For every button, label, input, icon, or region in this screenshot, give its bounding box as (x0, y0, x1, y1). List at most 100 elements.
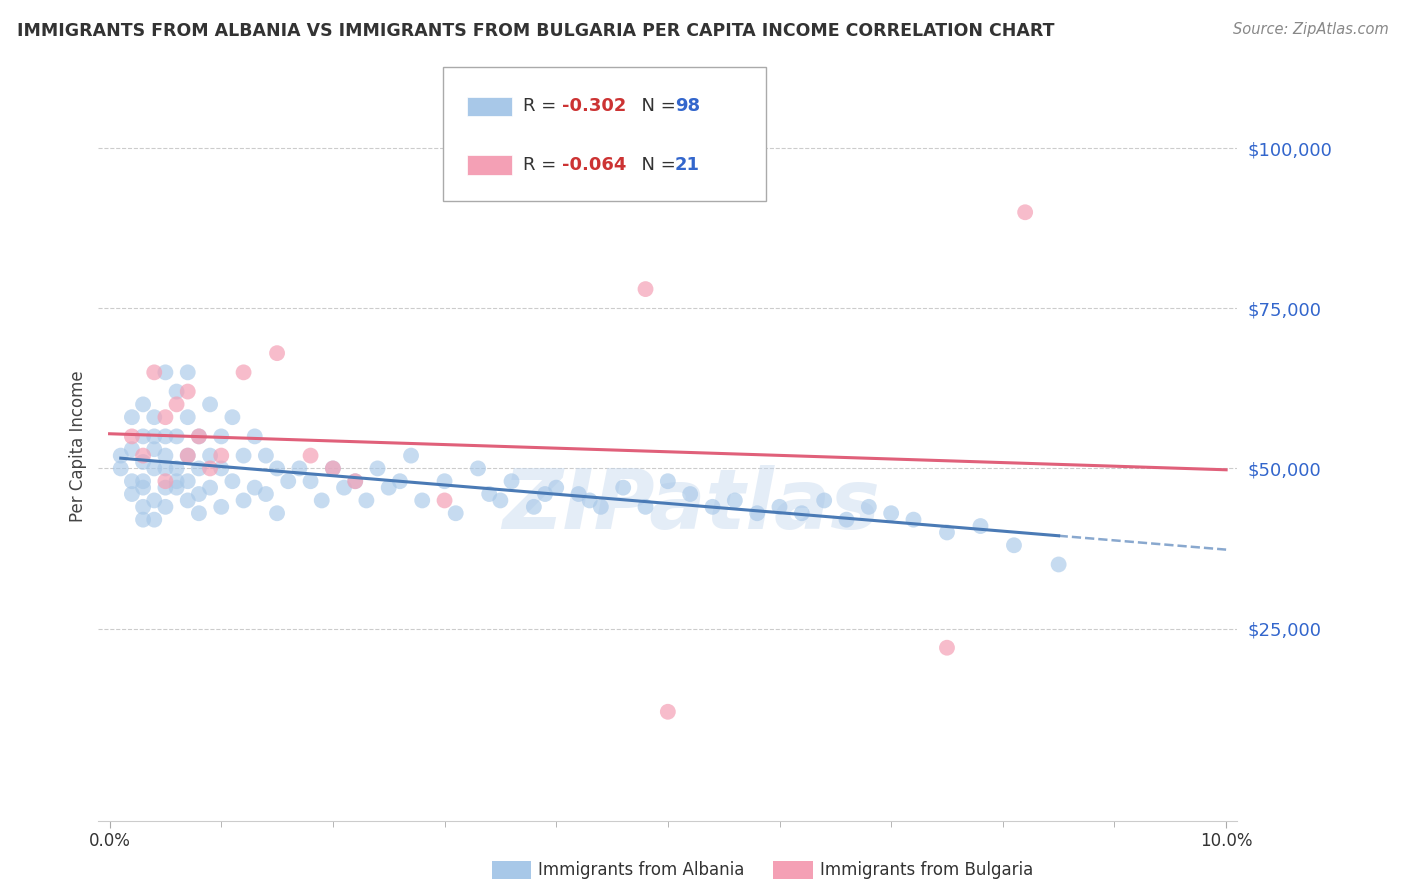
Point (177, 384, 200, 399)
Point (880, 506, 903, 520)
Point (209, 449, 232, 463)
Point (679, 487, 702, 501)
Point (936, 525, 959, 540)
Point (702, 500, 724, 514)
Point (143, 461, 166, 475)
Point (232, 365, 254, 379)
Point (322, 461, 344, 475)
Point (288, 461, 311, 475)
Point (232, 449, 254, 463)
Point (155, 500, 177, 514)
Point (266, 461, 288, 475)
Point (266, 506, 288, 520)
Text: 21: 21 (675, 156, 700, 174)
Point (254, 487, 277, 501)
Point (333, 481, 356, 495)
Point (221, 410, 243, 425)
Point (209, 429, 232, 443)
Point (177, 449, 200, 463)
Point (132, 455, 155, 469)
Point (322, 461, 344, 475)
Point (177, 493, 200, 508)
Point (143, 442, 166, 457)
Point (311, 493, 333, 508)
Text: R =: R = (523, 156, 562, 174)
Point (534, 487, 557, 501)
Point (444, 506, 467, 520)
Point (155, 449, 177, 463)
Point (969, 519, 991, 533)
Point (143, 513, 166, 527)
Point (110, 449, 132, 463)
Point (243, 481, 266, 495)
Point (433, 474, 456, 488)
Point (612, 481, 634, 495)
Point (634, 282, 657, 296)
Point (132, 500, 155, 514)
Point (299, 449, 322, 463)
Point (567, 487, 589, 501)
Point (132, 397, 155, 411)
Point (187, 506, 209, 520)
Point (155, 474, 177, 488)
Text: Source: ZipAtlas.com: Source: ZipAtlas.com (1233, 22, 1389, 37)
Point (344, 474, 367, 488)
Point (177, 410, 200, 425)
Point (198, 397, 221, 411)
Point (790, 506, 813, 520)
Point (198, 481, 221, 495)
Point (578, 493, 600, 508)
Point (356, 493, 378, 508)
Point (399, 449, 422, 463)
Point (813, 493, 835, 508)
Point (155, 461, 177, 475)
Point (132, 474, 155, 488)
Text: -0.064: -0.064 (562, 156, 627, 174)
Point (177, 365, 200, 379)
Point (166, 461, 188, 475)
Point (187, 461, 209, 475)
Point (121, 487, 143, 501)
Point (411, 493, 433, 508)
Point (657, 705, 679, 719)
Point (1014, 205, 1036, 219)
Point (747, 506, 769, 520)
Point (132, 481, 155, 495)
Point (121, 429, 143, 443)
Text: ZIPatlas: ZIPatlas (502, 466, 880, 547)
Text: IMMIGRANTS FROM ALBANIA VS IMMIGRANTS FROM BULGARIA PER CAPITA INCOME CORRELATIO: IMMIGRANTS FROM ALBANIA VS IMMIGRANTS FR… (17, 22, 1054, 40)
Point (388, 474, 411, 488)
Point (299, 474, 322, 488)
Text: N =: N = (630, 156, 682, 174)
Point (377, 481, 399, 495)
Point (155, 365, 177, 379)
Point (187, 487, 209, 501)
Point (344, 474, 367, 488)
Point (478, 487, 501, 501)
Point (232, 493, 254, 508)
Point (166, 397, 188, 411)
Point (143, 410, 166, 425)
Point (166, 481, 188, 495)
Point (657, 474, 679, 488)
Text: 98: 98 (675, 97, 700, 115)
Y-axis label: Per Capita Income: Per Capita Income (69, 370, 87, 522)
Point (155, 429, 177, 443)
Point (501, 474, 523, 488)
Point (121, 442, 143, 457)
Point (221, 474, 243, 488)
Point (768, 500, 790, 514)
Point (155, 481, 177, 495)
Text: Immigrants from Bulgaria: Immigrants from Bulgaria (820, 861, 1033, 879)
Point (177, 474, 200, 488)
Point (132, 449, 155, 463)
Text: Immigrants from Albania: Immigrants from Albania (538, 861, 745, 879)
Point (489, 493, 512, 508)
Point (546, 481, 568, 495)
Point (209, 461, 232, 475)
Point (858, 500, 880, 514)
Point (198, 461, 221, 475)
Point (198, 449, 221, 463)
Point (936, 640, 959, 655)
Point (209, 500, 232, 514)
